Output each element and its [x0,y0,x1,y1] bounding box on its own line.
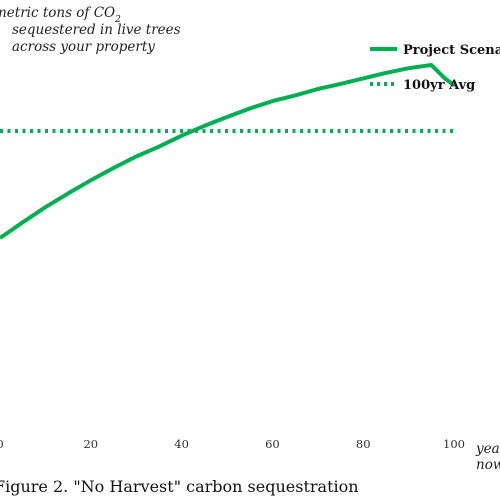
x-tick-label: 80 [356,437,371,451]
figure-caption: Figure 2. "No Harvest" carbon sequestrat… [0,477,359,496]
project-scenario-line [0,63,456,240]
x-axis-label-line-2: now [476,457,500,473]
project-series [0,63,456,240]
y-axis-label: metric tons of CO2 sequestered in live t… [0,5,181,55]
y-axis-label-line-2: sequestered in live trees [12,22,181,38]
x-axis-label-line-1: years [475,441,500,457]
legend-label-project: Project Scenario [403,43,500,58]
y-axis-label-line-1: metric tons of CO2 [0,5,121,25]
y-axis-label-line-3: across your property [12,39,155,55]
x-tick-label: 100 [443,437,465,451]
legend: Project Scenario 100yr Avg [370,43,500,93]
x-axis-label: years now [475,441,500,473]
legend-label-avg: 100yr Avg [403,78,475,93]
x-tick-label: 60 [265,437,280,451]
x-tick-label: 20 [83,437,98,451]
x-tick-label: 40 [174,437,189,451]
x-tick-label: 0 [0,437,4,451]
x-axis-ticks: 0 20 40 60 80 100 [0,437,465,451]
